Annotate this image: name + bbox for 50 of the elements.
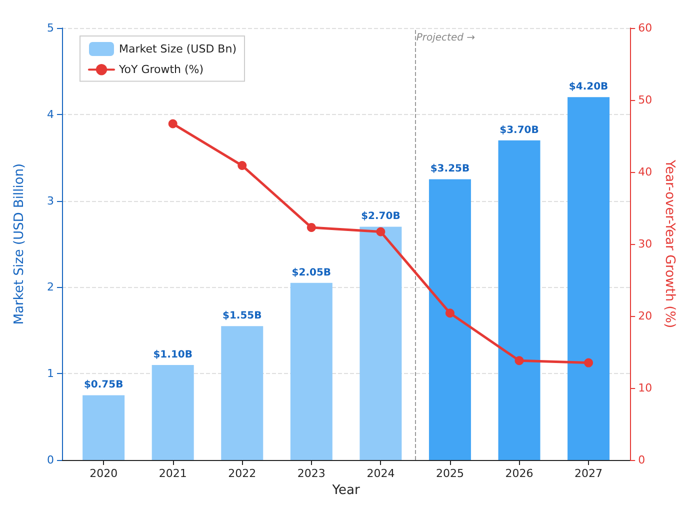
x-axis-title: Year — [331, 483, 360, 498]
point — [306, 222, 316, 232]
data-label: $1.55B — [222, 310, 262, 322]
bar — [428, 179, 471, 460]
y-tick-label: 1 — [47, 367, 54, 380]
y2-tick-label: 40 — [638, 166, 652, 178]
y2-tick-label: 0 — [638, 454, 646, 466]
y-tick-label: 2 — [47, 280, 54, 294]
x-tick-label: 2027 — [574, 467, 603, 480]
legend-label: YoY Growth (%) — [118, 63, 204, 76]
x-tick-label: 2021 — [158, 467, 187, 480]
y2-axis-title: Year-over-Year Growth (%) — [662, 158, 677, 328]
point — [445, 308, 454, 318]
data-label: $0.75B — [84, 380, 124, 391]
point — [168, 119, 178, 128]
x-tick-label: 2023 — [297, 467, 326, 480]
y-tick-label: 5 — [47, 22, 54, 34]
x-tick-label: 2025 — [436, 467, 464, 480]
legend-label: Market Size (USD Bn) — [119, 42, 236, 56]
data-label: $3.25B — [430, 164, 470, 175]
y-tick-label: 3 — [47, 194, 54, 208]
data-label: $3.70B — [500, 124, 539, 136]
y-tick-label: 4 — [47, 108, 54, 121]
y-axis-title: Market Size (USD Billion) — [12, 163, 27, 325]
y2-tick-label: 60 — [638, 22, 652, 34]
bar — [290, 282, 332, 460]
x-tick-label: 2020 — [90, 467, 118, 480]
bar — [360, 226, 402, 460]
point — [238, 161, 247, 170]
y2-tick-label: 20 — [638, 310, 652, 322]
ref-line-label: Projected → — [416, 32, 476, 44]
y2-tick-label: 50 — [638, 94, 652, 106]
bar — [568, 97, 610, 460]
bar — [221, 326, 264, 460]
data-label: $4.20B — [568, 82, 608, 93]
x-tick-label: 2026 — [505, 467, 534, 480]
y2-tick-label: 10 — [638, 382, 652, 394]
data-label: $2.70B — [361, 211, 400, 222]
y-tick-label: 0 — [47, 454, 54, 466]
data-label: $1.10B — [153, 349, 192, 360]
x-tick-label: 2022 — [228, 467, 256, 480]
x-tick-label: 2024 — [366, 467, 395, 480]
data-label: $2.05B — [292, 267, 332, 278]
y2-tick-label: 30 — [638, 238, 652, 250]
point — [584, 358, 594, 368]
bar — [152, 364, 194, 460]
bar — [498, 140, 540, 460]
point — [514, 356, 524, 366]
bar — [82, 395, 125, 460]
point — [376, 227, 386, 236]
